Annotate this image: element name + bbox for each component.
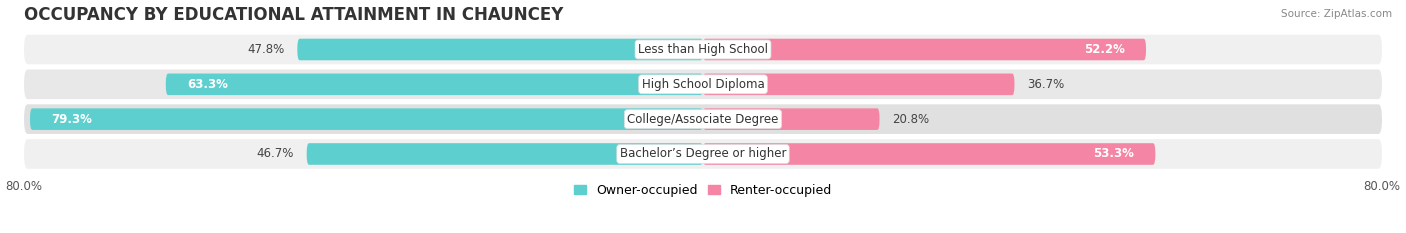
- Text: 52.2%: 52.2%: [1084, 43, 1125, 56]
- FancyBboxPatch shape: [24, 35, 1382, 64]
- Text: 20.8%: 20.8%: [893, 113, 929, 126]
- FancyBboxPatch shape: [24, 104, 1382, 134]
- Text: OCCUPANCY BY EDUCATIONAL ATTAINMENT IN CHAUNCEY: OCCUPANCY BY EDUCATIONAL ATTAINMENT IN C…: [24, 6, 564, 24]
- FancyBboxPatch shape: [24, 139, 1382, 169]
- FancyBboxPatch shape: [307, 143, 703, 165]
- Text: 63.3%: 63.3%: [187, 78, 228, 91]
- FancyBboxPatch shape: [24, 69, 1382, 99]
- Text: 79.3%: 79.3%: [51, 113, 91, 126]
- FancyBboxPatch shape: [166, 74, 703, 95]
- FancyBboxPatch shape: [703, 108, 880, 130]
- Text: 36.7%: 36.7%: [1028, 78, 1064, 91]
- Text: High School Diploma: High School Diploma: [641, 78, 765, 91]
- Text: 53.3%: 53.3%: [1094, 147, 1135, 161]
- Text: Bachelor’s Degree or higher: Bachelor’s Degree or higher: [620, 147, 786, 161]
- FancyBboxPatch shape: [30, 108, 703, 130]
- Text: College/Associate Degree: College/Associate Degree: [627, 113, 779, 126]
- Text: 47.8%: 47.8%: [247, 43, 284, 56]
- Text: Source: ZipAtlas.com: Source: ZipAtlas.com: [1281, 9, 1392, 19]
- FancyBboxPatch shape: [703, 143, 1156, 165]
- Text: 46.7%: 46.7%: [256, 147, 294, 161]
- Legend: Owner-occupied, Renter-occupied: Owner-occupied, Renter-occupied: [568, 179, 838, 202]
- FancyBboxPatch shape: [703, 39, 1146, 60]
- FancyBboxPatch shape: [703, 74, 1015, 95]
- FancyBboxPatch shape: [297, 39, 703, 60]
- Text: Less than High School: Less than High School: [638, 43, 768, 56]
